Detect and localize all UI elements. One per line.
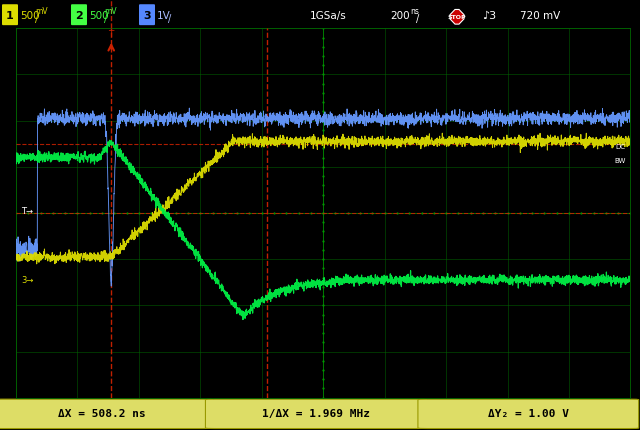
FancyBboxPatch shape <box>418 399 639 429</box>
Text: BW: BW <box>614 157 625 163</box>
Text: ♪3: ♪3 <box>482 11 496 21</box>
Text: 1V: 1V <box>157 11 171 21</box>
FancyBboxPatch shape <box>71 5 87 26</box>
Text: 200: 200 <box>390 11 410 21</box>
Text: mV: mV <box>35 7 47 16</box>
Polygon shape <box>450 10 464 25</box>
FancyBboxPatch shape <box>139 5 155 26</box>
Text: 3→: 3→ <box>21 276 33 285</box>
Text: ΔX = 508.2 ns: ΔX = 508.2 ns <box>58 408 146 418</box>
Text: 1/ΔX = 1.969 MHz: 1/ΔX = 1.969 MHz <box>262 408 370 418</box>
FancyBboxPatch shape <box>0 399 212 429</box>
Text: mV: mV <box>104 7 116 16</box>
Text: /: / <box>168 14 172 24</box>
Text: 500: 500 <box>89 11 109 21</box>
Text: DC: DC <box>616 144 625 150</box>
Text: 1: 1 <box>6 11 14 21</box>
Text: T: T <box>109 31 114 40</box>
Text: /: / <box>416 14 419 24</box>
Text: /: / <box>104 14 108 24</box>
FancyBboxPatch shape <box>2 5 18 26</box>
Text: 1GSa/s: 1GSa/s <box>310 11 347 21</box>
Text: ΔY₂ = 1.00 V: ΔY₂ = 1.00 V <box>488 408 569 418</box>
Text: /: / <box>35 14 38 24</box>
Text: 500: 500 <box>20 11 40 21</box>
Text: 3: 3 <box>143 11 151 21</box>
Text: T→: T→ <box>21 207 33 216</box>
Text: ns: ns <box>410 7 419 16</box>
Text: 720 mV: 720 mV <box>520 11 560 21</box>
Text: STOP: STOP <box>448 15 467 20</box>
FancyBboxPatch shape <box>205 399 426 429</box>
Text: 2: 2 <box>75 11 83 21</box>
